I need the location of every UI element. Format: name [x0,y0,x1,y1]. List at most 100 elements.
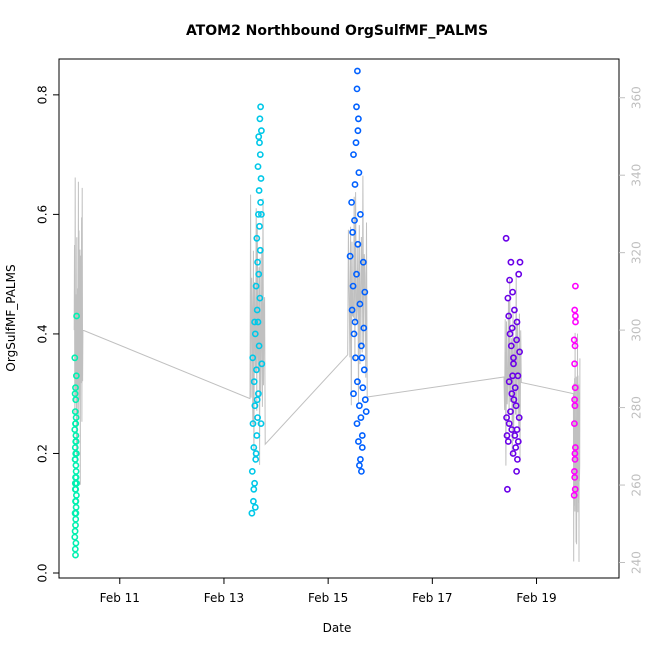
data-point [355,402,363,410]
data-point [354,115,362,123]
data-point [256,294,264,302]
data-point [514,455,521,463]
data-point [249,497,257,505]
data-point [502,234,510,242]
chart-title: ATOM2 Northbound OrgSulfMF_PALMS [186,23,488,39]
data-point [357,414,365,421]
data-point [571,396,578,404]
data-point [72,420,80,427]
data-point [355,461,363,469]
data-point [353,270,360,278]
y-tick-label: 0.6 [36,205,50,224]
data-point [71,545,79,553]
x-axis: Feb 11 Feb 13 Feb 15 Feb 17 Feb 19 [100,578,557,605]
data-point [352,139,360,147]
data-point [516,258,524,266]
data-point [361,288,369,296]
data-point [256,115,264,123]
y2-tick-label: 320 [630,241,644,264]
data-point [572,444,579,451]
data-point [514,372,522,380]
data-point [257,198,264,206]
data-point [352,354,359,362]
data-point [73,312,80,320]
data-point [505,378,513,386]
data-point [72,521,79,529]
data-point [506,330,514,338]
data-point [516,348,523,356]
y2-tick-label: 260 [630,474,644,497]
data-point [254,390,262,398]
data-point [256,246,264,254]
data-point [258,360,266,368]
data-point [508,390,516,398]
data-point [353,85,361,93]
data-point [508,426,516,433]
data-point [256,139,263,147]
data-point [73,491,80,499]
data-point [362,408,370,415]
data-point [351,216,358,224]
data-point [72,515,80,523]
data-point [510,396,518,404]
data-point [255,133,263,141]
points-layer [71,67,579,559]
data-point [253,396,261,404]
data-point [257,420,265,427]
data-point [254,163,262,170]
x-tick-label: Feb 15 [308,591,348,605]
data-point [571,360,578,368]
data-point [511,306,518,314]
data-point [506,276,513,284]
data-point [72,414,80,421]
y-tick-label: 0.0 [36,563,50,582]
data-point [72,485,80,493]
data-point [248,509,256,517]
data-point [71,527,79,535]
data-point [358,432,366,439]
data-point [360,366,368,374]
data-point [351,181,359,188]
data-point [349,228,356,236]
y-axis: 0.0 0.2 0.4 0.6 0.8 [36,85,59,583]
data-point [71,390,79,398]
data-point [512,402,520,410]
y-tick-label: 0.4 [36,324,50,343]
data-point [571,306,579,314]
data-point [349,282,357,290]
data-point [257,127,265,135]
data-point [353,378,361,386]
data-point [511,384,519,392]
data-point [250,444,258,451]
data-point [353,103,360,111]
data-point [507,408,514,415]
data-point [72,539,80,547]
data-point [255,342,263,350]
data-point [359,384,367,392]
data-point [346,252,354,260]
data-point [503,414,510,421]
y-tick-label: 0.2 [36,444,50,463]
data-point [503,432,511,439]
data-point [571,342,579,350]
data-point [351,318,359,326]
data-point [504,438,512,445]
data-point [511,432,519,439]
data-point [72,396,80,404]
x-tick-label: Feb 17 [412,591,452,605]
data-point [514,438,522,445]
data-point [357,342,365,350]
data-point [348,306,356,314]
y2-tick-label: 340 [630,164,644,187]
data-point [509,288,516,296]
plot-frame [58,58,620,579]
data-point [505,312,513,320]
data-point [72,432,80,439]
y-axis-label: OrgSulfMF_PALMS [4,264,18,371]
data-point [357,467,365,475]
data-point [504,294,512,302]
data-point [354,127,362,135]
data-point [572,282,579,290]
data-point [571,473,579,481]
